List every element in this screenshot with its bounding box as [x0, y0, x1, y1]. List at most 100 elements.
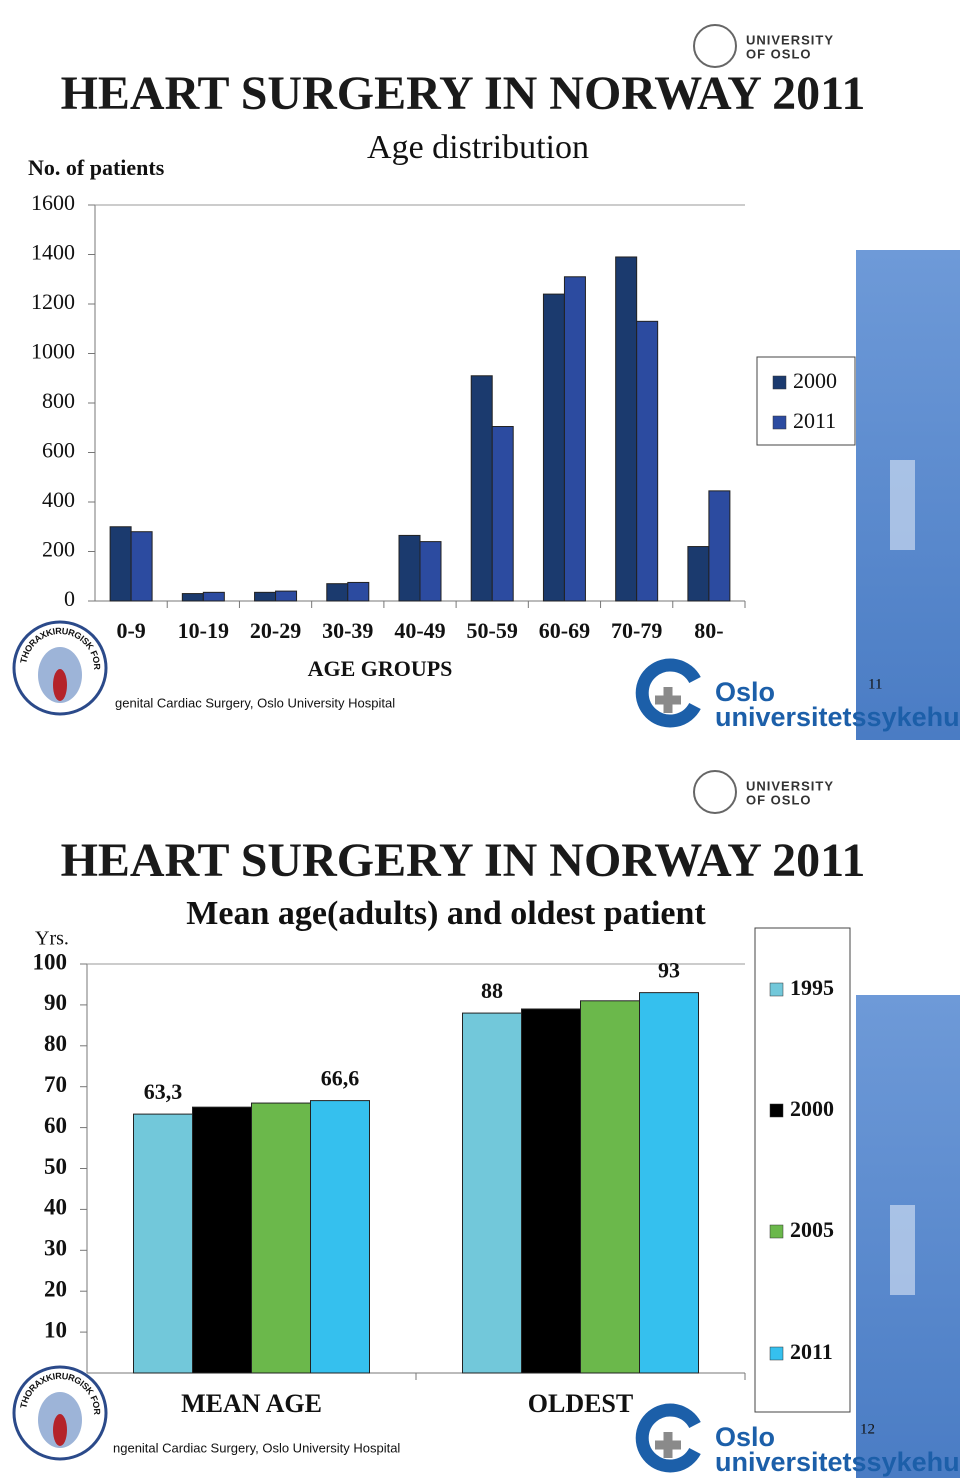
bar	[254, 591, 277, 602]
university-name: OF OSLO	[746, 792, 812, 807]
heart	[53, 1414, 67, 1446]
footer: genital Cardiac Surgery, Oslo University…	[115, 695, 395, 710]
x-tick-label: 80-	[694, 618, 723, 643]
y-tick-label: 1600	[31, 190, 75, 215]
page-number: 11	[868, 676, 882, 692]
legend-label: 2011	[790, 1339, 833, 1364]
bar	[130, 531, 153, 602]
university-name: UNIVERSITY	[746, 32, 834, 47]
slide-heading: HEART SURGERY IN NORWAY 2011	[61, 67, 866, 120]
hospital-name: Oslo	[715, 677, 775, 707]
bar	[202, 591, 225, 602]
bar	[462, 1012, 522, 1374]
hospital-name: Oslo	[715, 1422, 775, 1452]
y-tick-label: 600	[42, 438, 75, 463]
data-label: 63,3	[144, 1079, 183, 1104]
page-number: 12	[860, 1421, 875, 1437]
hospital-logo	[635, 658, 701, 728]
bar	[639, 992, 699, 1374]
y-tick-label: 200	[42, 537, 75, 562]
hospital-logo	[635, 1403, 701, 1473]
y-tick-label: 10	[44, 1317, 67, 1342]
bar	[708, 490, 731, 602]
bar	[347, 581, 370, 602]
y-tick-label: 60	[44, 1113, 67, 1138]
university-seal	[693, 770, 737, 814]
x-tick-label: 10-19	[178, 618, 229, 643]
legend-box	[756, 356, 856, 446]
bar	[615, 256, 638, 602]
x-tick-label: 50-59	[467, 618, 518, 643]
bar	[580, 1000, 640, 1374]
bar	[491, 426, 514, 602]
legend-swatch	[772, 415, 787, 430]
y-tick-label: 800	[42, 388, 75, 413]
legend-swatch	[769, 1103, 784, 1118]
chart-title: Age distribution	[367, 129, 589, 166]
bar	[636, 320, 659, 602]
legend-swatch	[769, 1346, 784, 1361]
y-tick-label: 0	[64, 586, 75, 611]
x-tick-label: OLDEST	[528, 1389, 634, 1418]
bar	[181, 593, 204, 602]
x-tick-label: 40-49	[394, 618, 445, 643]
footer: ngenital Cardiac Surgery, Oslo Universit…	[113, 1440, 400, 1455]
university-name: OF OSLO	[746, 46, 812, 61]
y-tick-label: 30	[44, 1236, 67, 1261]
bar	[310, 1100, 370, 1374]
bar	[470, 375, 493, 602]
statue	[890, 1205, 915, 1295]
legend-label: 1995	[790, 975, 834, 1000]
legend-swatch	[772, 375, 787, 390]
bar	[275, 590, 298, 602]
legend-swatch	[769, 1224, 784, 1239]
hospital-cross	[655, 1432, 681, 1458]
university-seal	[693, 24, 737, 68]
x-tick-label: 60-69	[539, 618, 590, 643]
bar	[133, 1113, 193, 1374]
y-tick-label: 20	[44, 1276, 67, 1301]
x-axis-label: AGE GROUPS	[308, 656, 453, 681]
heart	[53, 669, 67, 701]
legend-box	[754, 927, 851, 1413]
bar	[109, 526, 132, 602]
x-tick-label: 0-9	[116, 618, 145, 643]
bar	[563, 276, 586, 602]
hospital-name: universitetssykehus	[715, 1447, 960, 1477]
data-label: 88	[481, 978, 503, 1003]
y-tick-label: 100	[33, 949, 68, 974]
legend-label: 2005	[790, 1217, 834, 1242]
y-tick-label: 1400	[31, 240, 75, 265]
bar	[542, 293, 565, 602]
bar	[192, 1106, 252, 1374]
university-name: UNIVERSITY	[746, 778, 834, 793]
data-label: 93	[658, 958, 680, 983]
bar	[326, 583, 349, 602]
y-tick-label: 1000	[31, 339, 75, 364]
data-label: 66,6	[321, 1066, 360, 1091]
hospital-cross	[655, 687, 681, 713]
y-tick-label: 1200	[31, 289, 75, 314]
statue	[890, 460, 915, 550]
y-tick-label: 50	[44, 1154, 67, 1179]
legend-swatch	[769, 982, 784, 997]
legend-label: 2011	[793, 408, 836, 433]
y-tick-label: 80	[44, 1031, 67, 1056]
hospital-name: universitetssykehus	[715, 702, 960, 732]
y-tick-label: 400	[42, 487, 75, 512]
y-axis-label: Yrs.	[35, 928, 69, 950]
x-tick-label: 20-29	[250, 618, 301, 643]
legend-label: 2000	[790, 1096, 834, 1121]
y-tick-label: 70	[44, 1072, 67, 1097]
bar	[398, 534, 421, 602]
y-axis-label: No. of patients	[28, 155, 165, 180]
x-tick-label: MEAN AGE	[181, 1389, 322, 1418]
x-tick-label: 70-79	[611, 618, 662, 643]
bar	[251, 1102, 311, 1374]
bar	[521, 1008, 581, 1374]
chart-title: Mean age(adults) and oldest patient	[186, 895, 706, 932]
legend-label: 2000	[793, 368, 837, 393]
y-tick-label: 90	[44, 990, 67, 1015]
x-tick-label: 30-39	[322, 618, 373, 643]
